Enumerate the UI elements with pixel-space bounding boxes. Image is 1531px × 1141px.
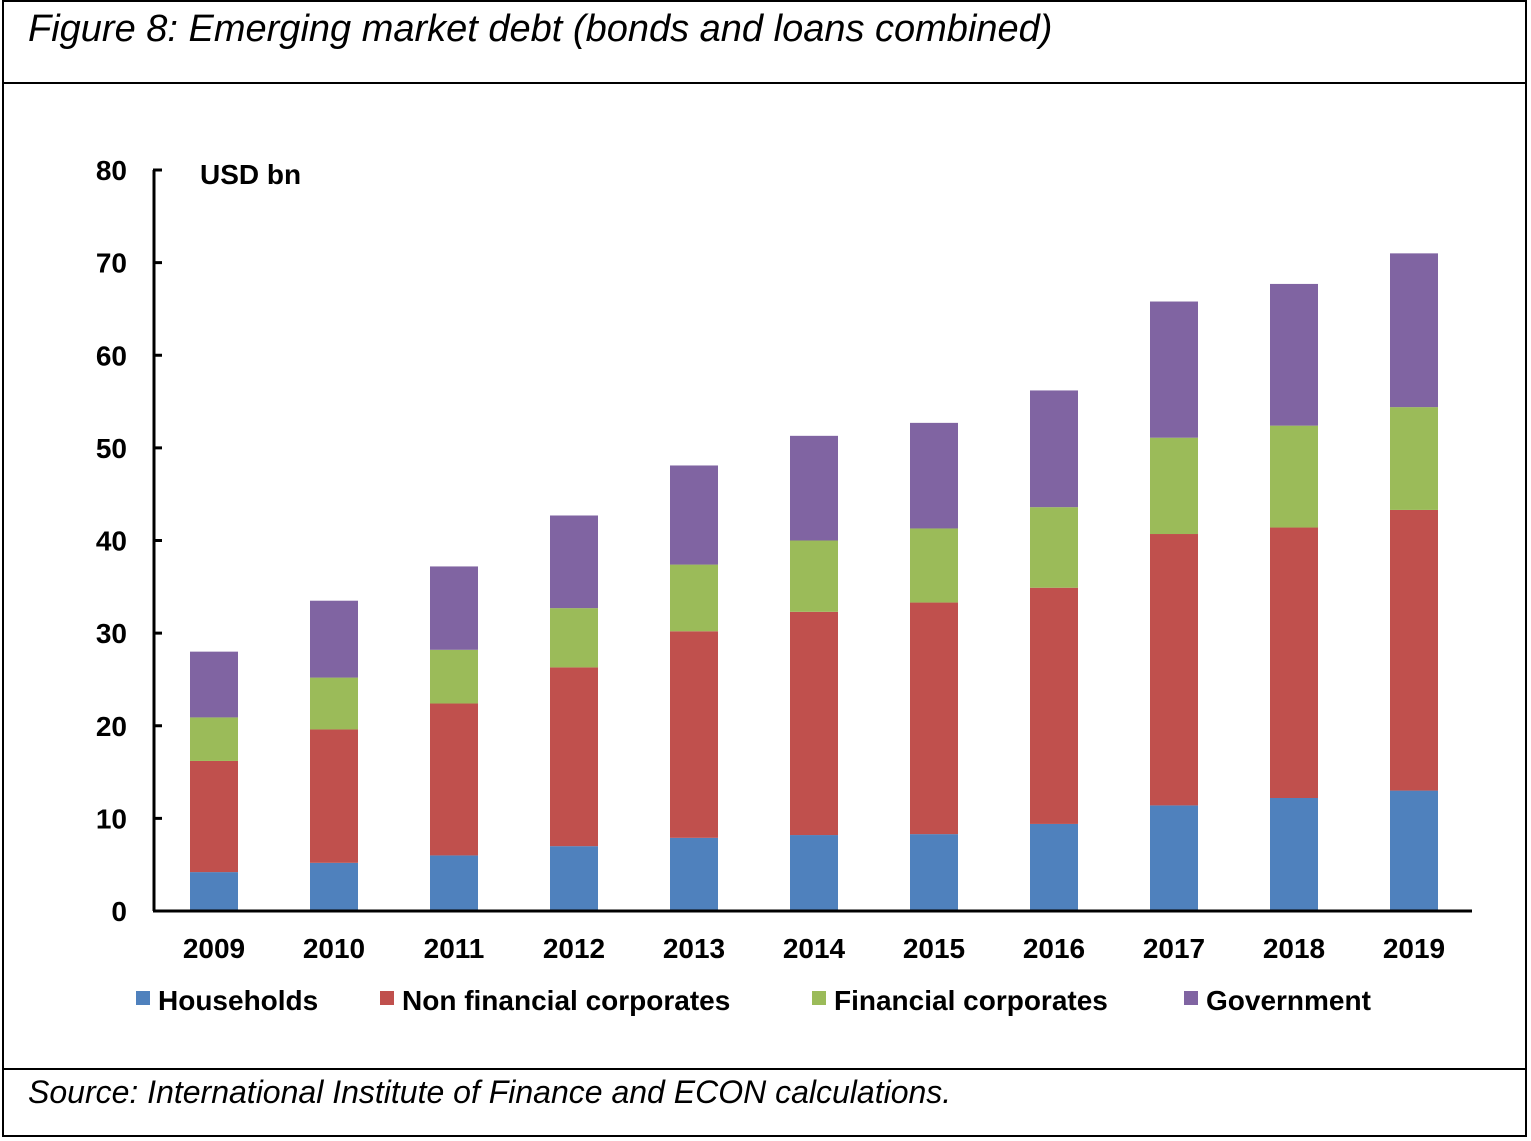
y-tick-label: 60 xyxy=(96,340,127,371)
bar-2016-series-2 xyxy=(1030,507,1078,588)
bar-2015-series-1 xyxy=(910,602,958,835)
bar-2014-series-2 xyxy=(790,540,838,612)
bar-2019-series-1 xyxy=(1390,509,1438,791)
bar-2015-series-2 xyxy=(910,528,958,603)
bar-2013-series-0 xyxy=(670,837,718,911)
y-tick-label: 10 xyxy=(96,803,127,834)
bar-2012-series-3 xyxy=(550,515,598,609)
figure-source: Source: International Institute of Finan… xyxy=(28,1074,952,1110)
x-tick-label: 2019 xyxy=(1383,933,1445,964)
bar-2009-series-0 xyxy=(190,872,238,911)
y-tick-label: 50 xyxy=(96,433,127,464)
legend-swatch-3 xyxy=(1184,991,1198,1005)
bars-group xyxy=(190,253,1438,911)
figure-title: Figure 8: Emerging market debt (bonds an… xyxy=(28,8,1053,50)
legend-label-3: Government xyxy=(1206,985,1371,1016)
x-tick-label: 2010 xyxy=(303,933,365,964)
bar-2017-series-0 xyxy=(1150,805,1198,911)
legend: Households Non financial corporates Financ… xyxy=(136,985,1371,1016)
bar-2014-series-1 xyxy=(790,611,838,836)
bar-2009-series-3 xyxy=(190,651,238,718)
bar-2017-series-2 xyxy=(1150,437,1198,535)
x-tick-label: 2015 xyxy=(903,933,965,964)
bar-2018-series-0 xyxy=(1270,797,1318,911)
bar-2019-series-0 xyxy=(1390,790,1438,911)
axes-group: 0 10 20 30 40 50 60 70 80 2009 2010 2011 2012 2013 201… xyxy=(96,155,1472,964)
bar-2015-series-0 xyxy=(910,834,958,911)
bar-2014-series-0 xyxy=(790,835,838,911)
bar-2019-series-3 xyxy=(1390,253,1438,408)
bar-2013-series-3 xyxy=(670,465,718,565)
x-tick-label: 2011 xyxy=(424,933,485,964)
x-tick-label: 2013 xyxy=(663,933,725,964)
legend-swatch-0 xyxy=(136,991,150,1005)
bar-2017-series-3 xyxy=(1150,301,1198,438)
bar-2016-series-0 xyxy=(1030,823,1078,911)
bar-2010-series-0 xyxy=(310,862,358,911)
bar-2014-series-3 xyxy=(790,435,838,541)
x-tick-label: 2012 xyxy=(543,933,605,964)
legend-label-0: Households xyxy=(158,985,318,1016)
legend-label-2: Financial corporates xyxy=(834,985,1108,1016)
bar-2009-series-2 xyxy=(190,717,238,761)
bar-2012-series-1 xyxy=(550,667,598,847)
y-tick-label: 80 xyxy=(96,155,127,186)
legend-swatch-1 xyxy=(380,991,394,1005)
y-tick-label: 40 xyxy=(96,526,127,557)
bar-2017-series-1 xyxy=(1150,534,1198,806)
bar-2011-series-3 xyxy=(430,566,478,650)
bar-2019-series-2 xyxy=(1390,407,1438,510)
bar-2011-series-1 xyxy=(430,703,478,856)
bar-2016-series-3 xyxy=(1030,390,1078,508)
bar-2010-series-3 xyxy=(310,600,358,678)
y-tick-label: 30 xyxy=(96,618,127,649)
x-tick-label: 2017 xyxy=(1143,933,1205,964)
bar-2018-series-1 xyxy=(1270,527,1318,798)
bar-2016-series-1 xyxy=(1030,587,1078,824)
bar-2011-series-2 xyxy=(430,649,478,704)
bar-2012-series-0 xyxy=(550,846,598,911)
y-tick-label: 20 xyxy=(96,711,127,742)
x-tick-label: 2014 xyxy=(783,933,846,964)
bar-2018-series-3 xyxy=(1270,283,1318,426)
bar-2009-series-1 xyxy=(190,760,238,873)
y-tick-label: 70 xyxy=(96,248,127,279)
bar-2012-series-2 xyxy=(550,608,598,668)
bar-2018-series-2 xyxy=(1270,425,1318,528)
title-row: Figure 8: Emerging market debt (bonds an… xyxy=(4,2,1525,84)
bar-2011-series-0 xyxy=(430,855,478,911)
bar-2010-series-1 xyxy=(310,729,358,863)
bar-2013-series-1 xyxy=(670,631,718,838)
bar-2010-series-2 xyxy=(310,677,358,730)
bar-2015-series-3 xyxy=(910,422,958,529)
y-tick-label: 0 xyxy=(111,896,127,927)
x-tick-label: 2018 xyxy=(1263,933,1325,964)
legend-label-1: Non financial corporates xyxy=(402,985,730,1016)
legend-swatch-2 xyxy=(812,991,826,1005)
x-tick-label: 2016 xyxy=(1023,933,1085,964)
bar-2013-series-2 xyxy=(670,564,718,632)
source-row: Source: International Institute of Finan… xyxy=(4,1068,1525,1139)
y-axis-unit-label: USD bn xyxy=(200,159,301,190)
x-tick-label: 2009 xyxy=(183,933,245,964)
